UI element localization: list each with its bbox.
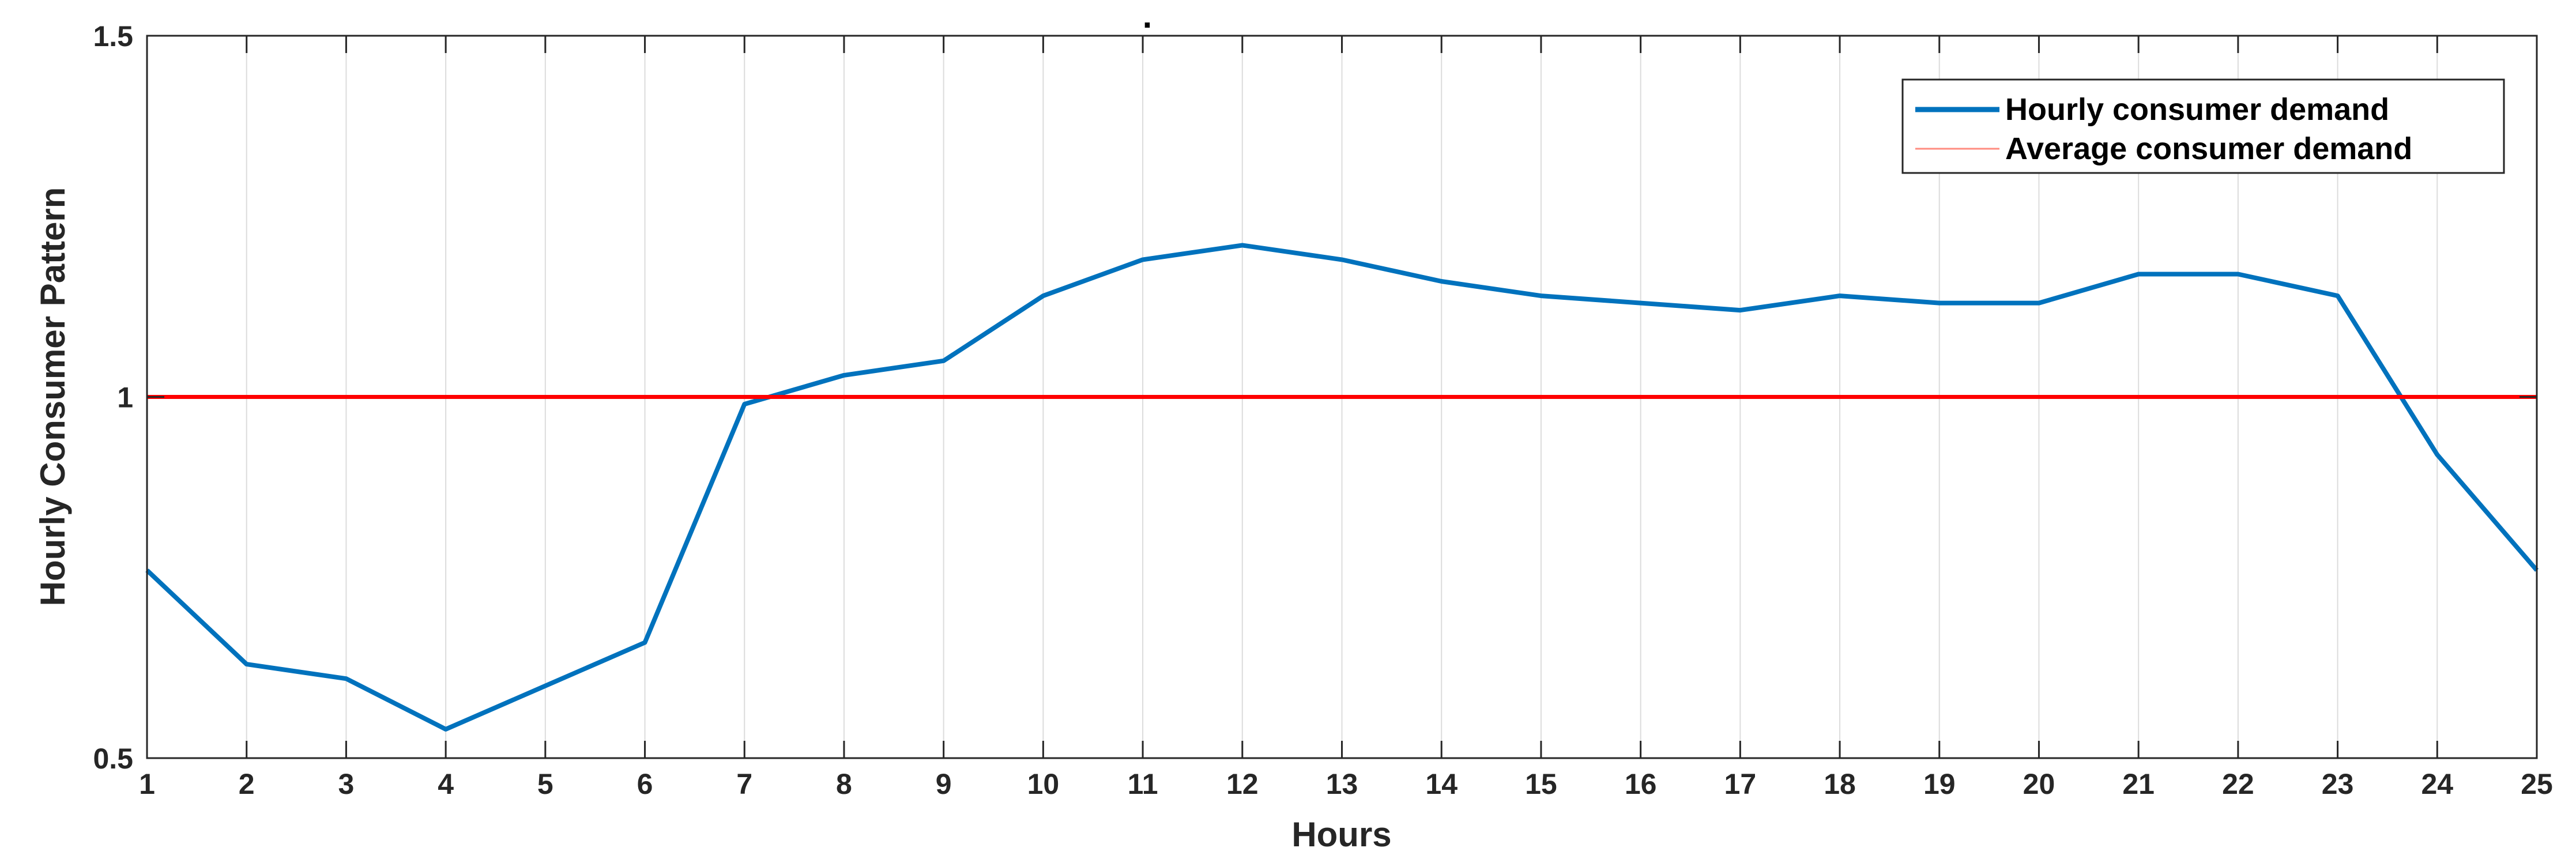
series-layer	[145, 243, 2539, 732]
x-tick-label: 18	[1824, 768, 1856, 800]
x-tick-label: 20	[2023, 768, 2055, 800]
y-tick-label: 1	[117, 382, 133, 414]
x-tick-label: 15	[1525, 768, 1557, 800]
legend-box	[1901, 78, 2505, 174]
y-axis-label: Hourly Consumer Pattern	[33, 187, 72, 606]
x-tick-label: 17	[1724, 768, 1757, 800]
chart-title: .	[1143, 0, 1153, 35]
x-tick-label: 24	[2421, 768, 2453, 800]
y-tick-label: 0.5	[93, 743, 133, 775]
legend: Hourly consumer demand Average consumer …	[1901, 78, 2505, 174]
y-tick-label: 1.5	[93, 20, 133, 52]
x-tick-label: 3	[338, 768, 355, 800]
x-tick-label: 4	[438, 768, 454, 800]
x-tick-label: 11	[1128, 768, 1158, 800]
x-tick-label: 9	[936, 768, 952, 800]
x-axis-label: Hours	[1291, 815, 1391, 854]
axis-ticks: 1 2 3 4 5 6 7 8 9 10 11 12 13 14 15 16 17 18 19 20 21 22 23 24 2…	[93, 20, 2552, 800]
x-tick-label: 1	[139, 768, 155, 800]
x-tick-label: 14	[1425, 768, 1458, 800]
x-tick-label: 8	[836, 768, 852, 800]
legend-label-average-consumer-demand: Average consumer demand	[2005, 131, 2412, 166]
x-tick-label: 16	[1625, 768, 1657, 800]
x-tick-label: 19	[1923, 768, 1956, 800]
x-tick-label: 2	[239, 768, 255, 800]
x-tick-label: 21	[2122, 768, 2155, 800]
x-tick-label: 10	[1027, 768, 1060, 800]
x-tick-label: 25	[2521, 768, 2553, 800]
x-tick-label: 23	[2322, 768, 2354, 800]
x-tick-label: 12	[1226, 768, 1259, 800]
x-tick-label: 22	[2222, 768, 2254, 800]
legend-label-hourly-consumer-demand: Hourly consumer demand	[2005, 92, 2389, 127]
x-tick-label: 13	[1326, 768, 1358, 800]
x-tick-label: 5	[537, 768, 553, 800]
series-line-hourly-consumer-demand	[145, 243, 2539, 732]
x-tick-label: 6	[637, 768, 653, 800]
x-tick-label: 7	[736, 768, 752, 800]
